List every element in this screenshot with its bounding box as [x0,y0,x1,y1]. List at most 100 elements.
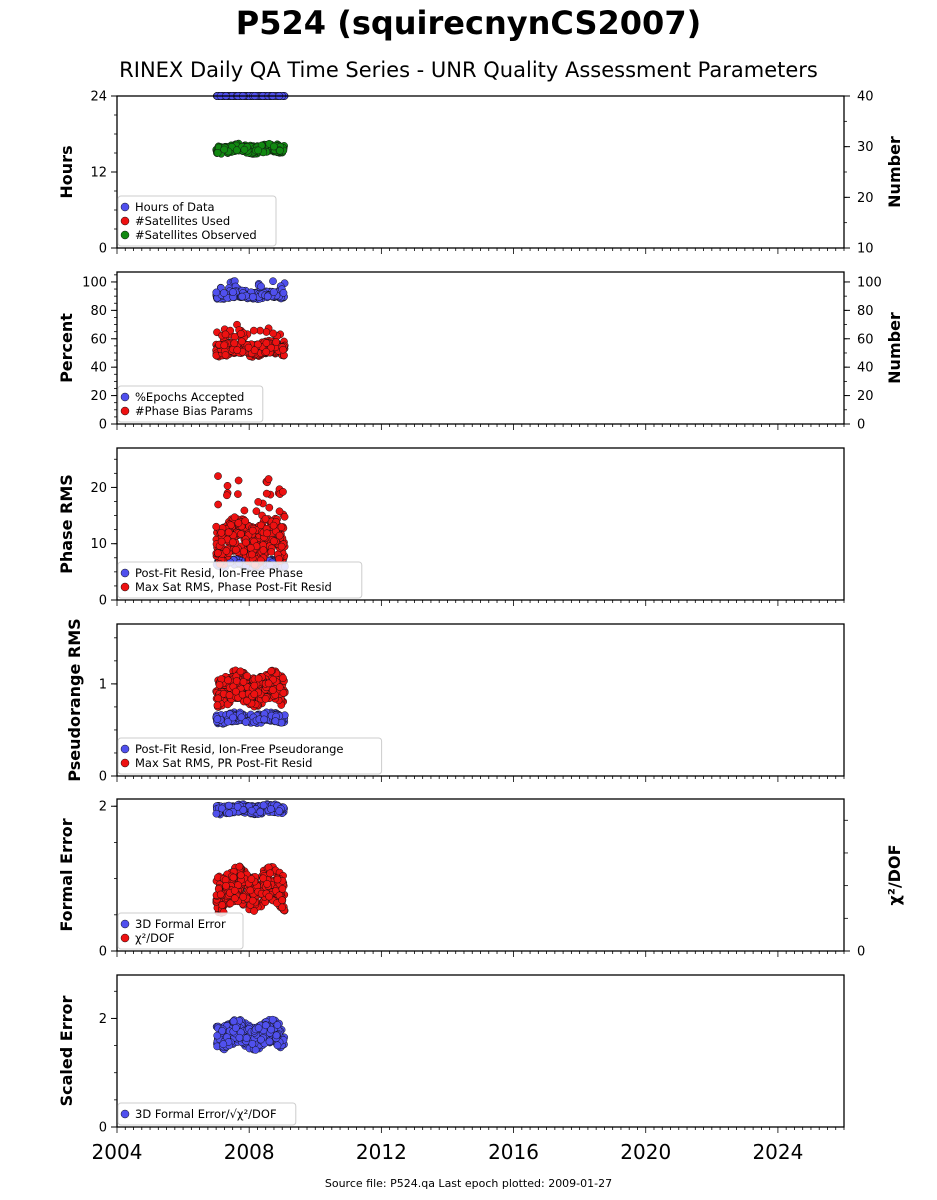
data-point [225,809,234,818]
legend-marker [120,202,130,212]
data-point [270,142,278,151]
y-right-tick-label: 10 [857,242,874,257]
y-right-tick-label: 80 [857,304,874,319]
data-point [214,549,222,557]
percent-points [212,277,289,361]
page-subtitle: RINEX Daily QA Time Series - UNR Quality… [119,58,818,82]
data-point [259,801,268,810]
data-point [269,329,278,338]
data-point [237,871,245,880]
data-point [224,676,232,685]
legend-marker [120,406,130,416]
pseudorange-axis-label: Pseudorange RMS [65,618,84,781]
source-footer: Source file: P524.qa Last epoch plotted:… [324,1177,613,1190]
data-point [275,683,284,692]
data-point [279,487,287,496]
y-right-tick-label: 100 [857,275,882,290]
data-point [230,513,239,522]
data-point [278,885,287,893]
data-point [254,146,263,155]
data-point [227,521,235,530]
y-right-tick-label: 0 [857,418,865,433]
hours-axis-label: Hours [57,145,76,198]
data-point [218,804,226,813]
data-point [214,500,222,509]
data-point [216,890,225,899]
data-point [248,550,256,559]
data-point [226,899,235,908]
hours-right-axis-label: Number [885,136,904,208]
data-point [267,548,276,556]
x-tick-label: 2012 [356,1140,407,1164]
data-point [240,145,249,154]
panel-percent: 0 20 40 60 80 100 0 20 40 60 80 100 Number Percent %Ep… [57,271,904,433]
data-point [264,475,273,483]
data-point [261,695,270,703]
data-point [233,802,242,811]
data-point [273,875,282,884]
y-tick-label: 0 [99,594,107,609]
data-point [262,347,271,356]
data-point [275,507,284,516]
data-point [242,1034,251,1042]
hours-legend: Hours of Data#Satellites Used#Satellites… [117,195,277,247]
y-tick-label: 100 [82,275,107,290]
data-point [229,288,237,297]
legend-label: Hours of Data [135,200,215,214]
data-point [232,146,241,155]
data-point [247,875,256,883]
data-point [225,691,234,700]
data-point [214,472,222,480]
data-point [218,901,227,909]
percent-right-axis-label: Number [885,312,904,384]
scaled-points [212,1015,289,1054]
y-tick-label: 80 [90,304,107,319]
panel-scaled: 0 2 Scaled Error 3D Formal Error/√χ²/DOF [57,974,845,1136]
y-right-tick-label: 40 [857,90,874,105]
data-point [254,498,263,506]
data-point [212,809,221,818]
data-point [223,481,232,490]
data-point [222,547,231,555]
y-tick-label: 0 [99,242,107,257]
formal-axis-label: Formal Error [57,818,76,931]
data-point [265,503,274,512]
data-point [217,528,226,537]
data-point [277,542,286,551]
data-point [232,687,240,696]
legend-label: #Satellites Used [135,214,230,228]
data-point [265,1037,274,1046]
data-point [220,289,228,297]
data-point [275,807,284,815]
y-tick-label: 0 [99,1121,107,1136]
data-point [230,894,239,903]
data-point [239,678,248,686]
data-point [257,1035,265,1044]
data-point [248,1039,257,1048]
data-point [246,886,255,895]
data-point [234,476,243,485]
data-point [279,674,287,682]
percent-axis-label: Percent [57,313,76,383]
legend-marker [120,582,130,592]
y-right-tick-label: 0 [857,945,865,960]
scaled-legend: 3D Formal Error/√χ²/DOF [117,1102,297,1126]
data-point [267,1025,275,1034]
data-point [251,1046,260,1054]
y-tick-label: 24 [90,90,107,105]
y-tick-label: 40 [90,361,107,376]
data-point [266,869,274,878]
data-point [250,907,258,915]
page-title: P524 (squirecnynCS2007) [235,4,702,42]
legend-label: Max Sat RMS, Phase Post-Fit Resid [135,580,332,594]
legend-label: χ²/DOF [135,931,175,945]
data-point [267,667,275,675]
y-right-tick-label: 20 [857,389,874,404]
data-point [254,674,263,683]
data-point [243,696,251,705]
data-point [263,880,271,888]
percent-legend: %Epochs Accepted#Phase Bias Params [117,385,264,423]
data-point [261,1021,270,1030]
data-point [231,1024,240,1032]
